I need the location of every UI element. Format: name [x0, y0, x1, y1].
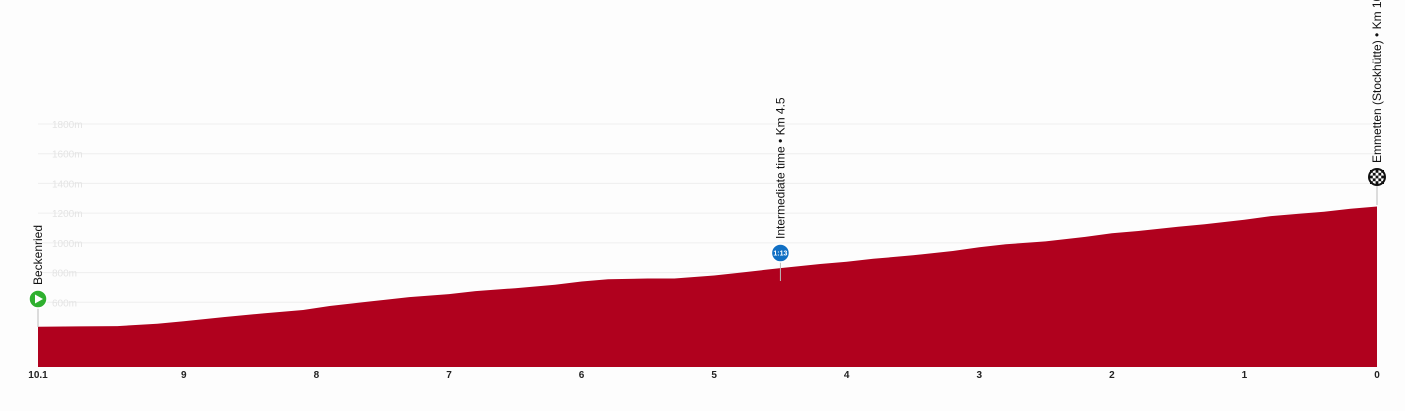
- waypoint-label: Emmetten (Stockhütte) • Km 10.1: [1370, 0, 1384, 163]
- y-tick-label: 800m: [52, 269, 77, 280]
- waypoint-label: Beckenried: [31, 225, 45, 285]
- waypoints: Beckenried 1:13 Intermediate time • Km 4.5…: [28, 0, 1386, 327]
- waypoint-finish-checkered-flag: Emmetten (Stockhütte) • Km 10.1: [1368, 0, 1386, 205]
- waypoint-start-play: Beckenried: [28, 225, 48, 327]
- x-tick-label: 4: [844, 370, 850, 381]
- waypoint-label: Intermediate time • Km 4.5: [773, 97, 787, 239]
- intermediate-time-icon: [770, 243, 791, 263]
- start-play-icon: [28, 289, 48, 309]
- y-tick-label: 600m: [52, 298, 77, 309]
- x-tick-label: 10.1: [28, 370, 48, 381]
- waypoint-intermediate-time: 1:13 Intermediate time • Km 4.5: [770, 97, 791, 281]
- y-tick-label: 1800m: [52, 120, 83, 131]
- x-tick-label: 7: [446, 370, 452, 381]
- x-tick-label: 5: [711, 370, 717, 381]
- x-tick-label: 2: [1109, 370, 1115, 381]
- x-tick-label: 1: [1242, 370, 1248, 381]
- x-tick-label: 6: [579, 370, 585, 381]
- y-axis-labels: 400m600m800m1000m1200m1400m1600m1800m: [52, 120, 83, 339]
- finish-checkered-flag-icon: [1368, 168, 1386, 186]
- grid-lines: [38, 123, 1377, 333]
- intermediate-time-value: 1:13: [773, 251, 787, 258]
- x-axis-labels: 10.1 9 8 7 6 5 4 3 2 1 0: [28, 370, 1380, 381]
- x-tick-label: 9: [181, 370, 187, 381]
- elevation-area: [38, 206, 1377, 367]
- x-tick-label: 3: [976, 370, 982, 381]
- x-tick-label: 0: [1374, 370, 1380, 381]
- x-tick-label: 8: [314, 370, 320, 381]
- y-tick-label: 1000m: [52, 239, 83, 250]
- y-tick-label: 1200m: [52, 209, 83, 220]
- y-tick-label: 1600m: [52, 150, 83, 161]
- y-tick-label: 1400m: [52, 179, 83, 190]
